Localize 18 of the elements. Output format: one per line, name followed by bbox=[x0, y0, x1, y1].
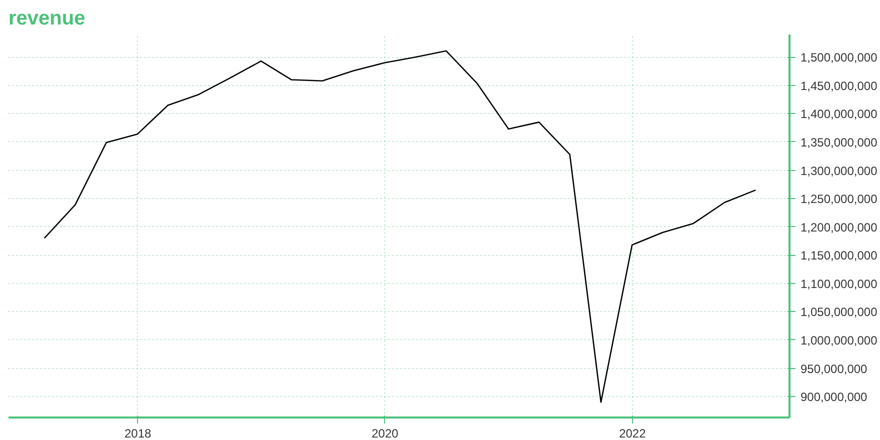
y-tick-label: 1,000,000,000 bbox=[800, 333, 878, 348]
y-tick-label: 1,100,000,000 bbox=[800, 276, 878, 291]
y-tick-label: 900,000,000 bbox=[800, 390, 868, 404]
x-tick-label: 2018 bbox=[124, 426, 152, 440]
y-tick-label: 1,250,000,000 bbox=[800, 192, 878, 206]
chart-title: revenue bbox=[8, 8, 86, 30]
y-tick-label: 1,150,000,000 bbox=[800, 248, 878, 263]
y-tick-label: 1,300,000,000 bbox=[800, 164, 878, 178]
y-tick-label: 1,450,000,000 bbox=[800, 78, 878, 93]
y-tick-label: 1,400,000,000 bbox=[800, 107, 878, 122]
x-tick-label: 2020 bbox=[372, 426, 399, 440]
x-tick-label: 2022 bbox=[619, 426, 646, 440]
y-tick-label: 950,000,000 bbox=[800, 362, 868, 376]
y-tick-label: 1,200,000,000 bbox=[800, 220, 878, 234]
y-tick-label: 1,350,000,000 bbox=[800, 135, 878, 150]
y-tick-label: 1,050,000,000 bbox=[800, 305, 878, 320]
line-series bbox=[44, 50, 756, 403]
y-tick-label: 1,500,000,000 bbox=[800, 50, 878, 65]
